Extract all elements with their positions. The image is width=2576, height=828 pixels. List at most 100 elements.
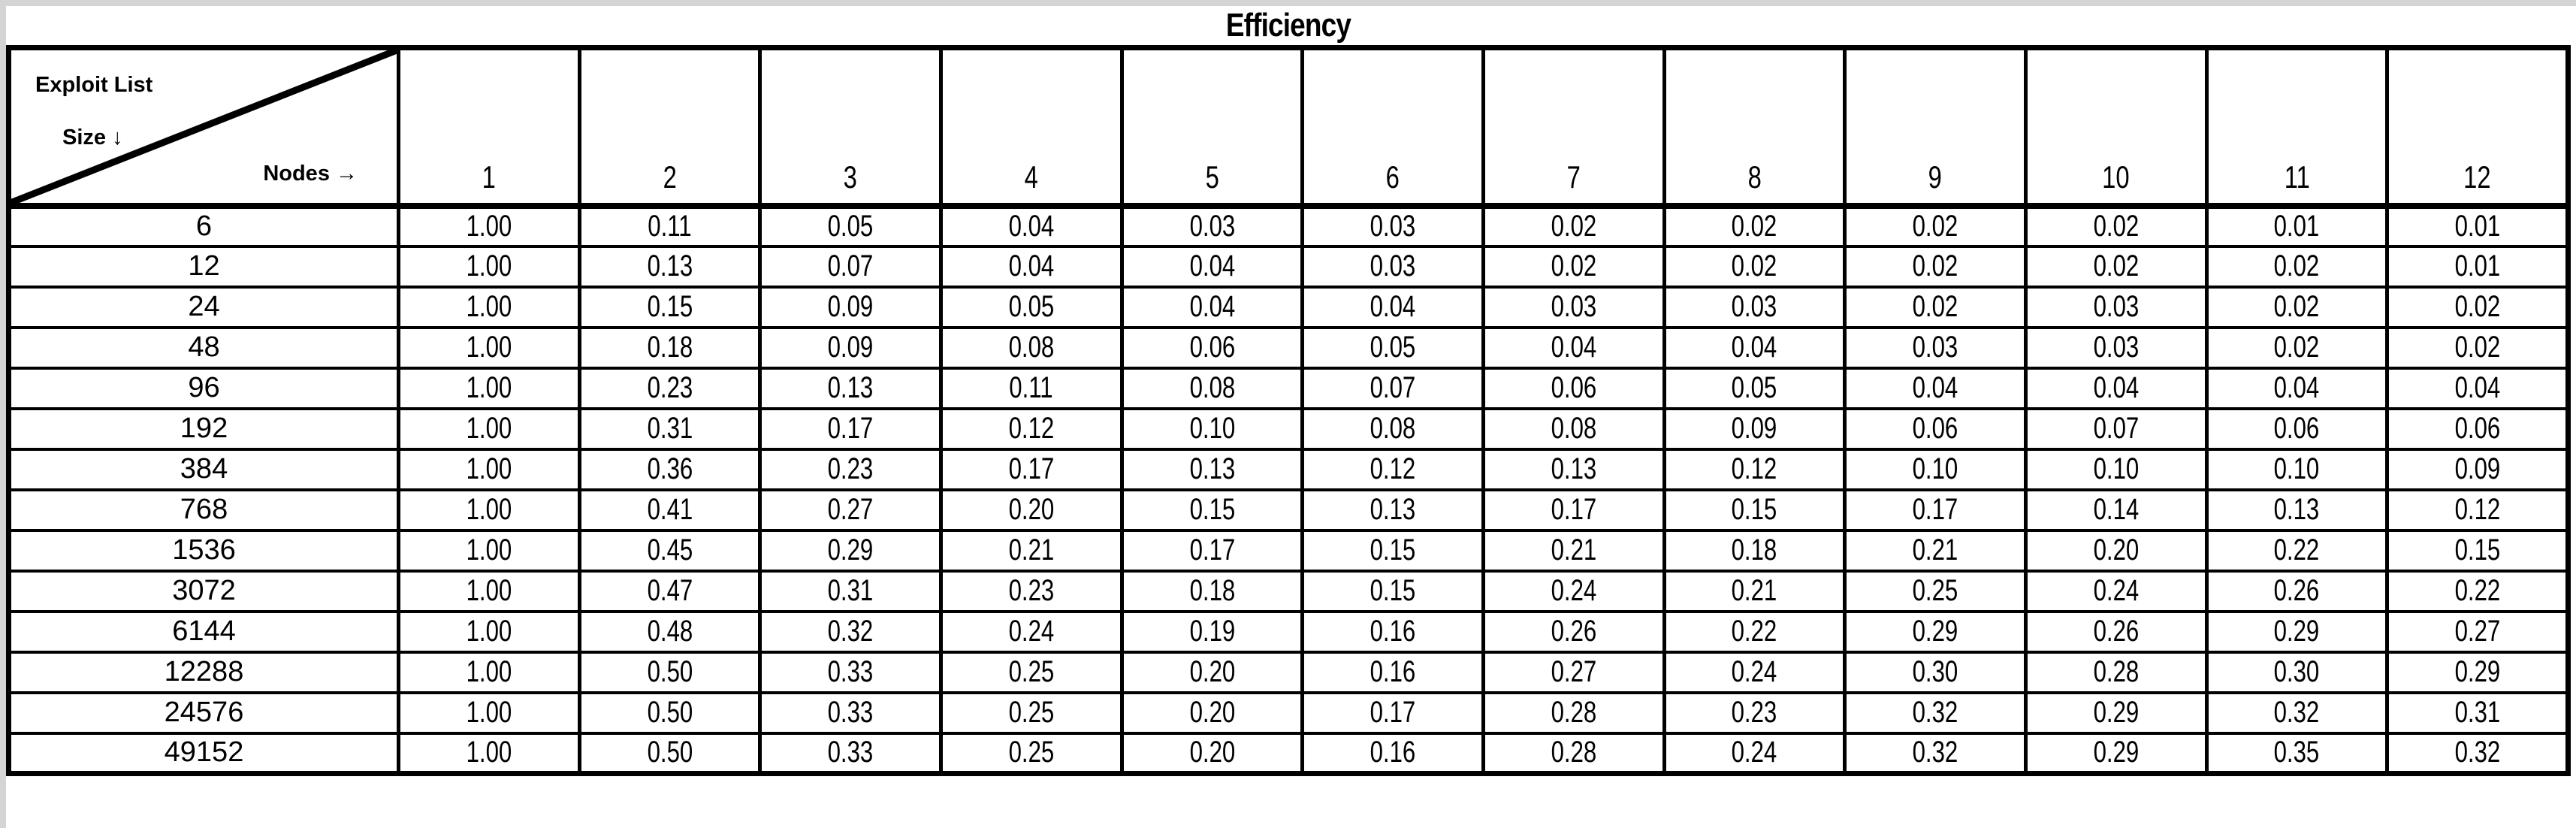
cell-size24-node10[interactable]: 0.03 bbox=[2023, 285, 2209, 329]
cell-size192-node5[interactable]: 0.10 bbox=[1119, 406, 1305, 451]
column-header-1[interactable]: 1 bbox=[397, 46, 581, 209]
cell-size1536-node11[interactable]: 0.22 bbox=[2204, 528, 2390, 573]
cell-size96-node9[interactable]: 0.04 bbox=[1843, 366, 2028, 410]
cell-size768-node4[interactable]: 0.20 bbox=[938, 488, 1124, 532]
row-header-768[interactable]: 768 bbox=[7, 488, 400, 532]
cell-size768-node6[interactable]: 0.13 bbox=[1300, 488, 1485, 532]
row-header-192[interactable]: 192 bbox=[7, 406, 400, 451]
cell-size768-node9[interactable]: 0.17 bbox=[1843, 488, 2028, 532]
cell-size384-node11[interactable]: 0.10 bbox=[2204, 447, 2390, 491]
cell-size3072-node1[interactable]: 1.00 bbox=[397, 569, 581, 613]
cell-size384-node8[interactable]: 0.12 bbox=[1662, 447, 1847, 491]
corner-header-cell[interactable]: Exploit List Size ↓ Nodes → bbox=[7, 46, 400, 209]
row-header-12288[interactable]: 12288 bbox=[7, 650, 400, 694]
cell-size1536-node12[interactable]: 0.15 bbox=[2385, 528, 2570, 573]
cell-size24576-node4[interactable]: 0.25 bbox=[938, 691, 1124, 735]
cell-size6144-node5[interactable]: 0.19 bbox=[1119, 609, 1305, 654]
cell-size12-node4[interactable]: 0.04 bbox=[938, 244, 1124, 289]
cell-size192-node9[interactable]: 0.06 bbox=[1843, 406, 2028, 451]
cell-size12288-node4[interactable]: 0.25 bbox=[938, 650, 1124, 694]
cell-size6-node1[interactable]: 1.00 bbox=[397, 204, 581, 248]
column-header-3[interactable]: 3 bbox=[758, 46, 943, 209]
column-header-8[interactable]: 8 bbox=[1662, 46, 1847, 209]
column-header-10[interactable]: 10 bbox=[2023, 46, 2209, 209]
column-header-12[interactable]: 12 bbox=[2385, 46, 2570, 209]
cell-size3072-node10[interactable]: 0.24 bbox=[2023, 569, 2209, 613]
cell-size192-node6[interactable]: 0.08 bbox=[1300, 406, 1485, 451]
cell-size96-node12[interactable]: 0.04 bbox=[2385, 366, 2570, 410]
cell-size24-node8[interactable]: 0.03 bbox=[1662, 285, 1847, 329]
cell-size6144-node12[interactable]: 0.27 bbox=[2385, 609, 2570, 654]
cell-size12288-node6[interactable]: 0.16 bbox=[1300, 650, 1485, 694]
row-header-6[interactable]: 6 bbox=[7, 204, 400, 248]
cell-size768-node5[interactable]: 0.15 bbox=[1119, 488, 1305, 532]
cell-size192-node7[interactable]: 0.08 bbox=[1481, 406, 1666, 451]
cell-size3072-node11[interactable]: 0.26 bbox=[2204, 569, 2390, 613]
cell-size24-node9[interactable]: 0.02 bbox=[1843, 285, 2028, 329]
cell-size96-node5[interactable]: 0.08 bbox=[1119, 366, 1305, 410]
cell-size6-node4[interactable]: 0.04 bbox=[938, 204, 1124, 248]
cell-size48-node4[interactable]: 0.08 bbox=[938, 325, 1124, 370]
cell-size1536-node9[interactable]: 0.21 bbox=[1843, 528, 2028, 573]
cell-size3072-node2[interactable]: 0.47 bbox=[577, 569, 763, 613]
cell-size6144-node8[interactable]: 0.22 bbox=[1662, 609, 1847, 654]
cell-size48-node2[interactable]: 0.18 bbox=[577, 325, 763, 370]
cell-size12-node2[interactable]: 0.13 bbox=[577, 244, 763, 289]
cell-size6-node6[interactable]: 0.03 bbox=[1300, 204, 1485, 248]
cell-size49152-node6[interactable]: 0.16 bbox=[1300, 731, 1485, 775]
column-header-11[interactable]: 11 bbox=[2204, 46, 2390, 209]
cell-size768-node7[interactable]: 0.17 bbox=[1481, 488, 1666, 532]
cell-size384-node2[interactable]: 0.36 bbox=[577, 447, 763, 491]
cell-size3072-node9[interactable]: 0.25 bbox=[1843, 569, 2028, 613]
cell-size6-node12[interactable]: 0.01 bbox=[2385, 204, 2570, 248]
cell-size12288-node9[interactable]: 0.30 bbox=[1843, 650, 2028, 694]
cell-size96-node10[interactable]: 0.04 bbox=[2023, 366, 2209, 410]
cell-size384-node1[interactable]: 1.00 bbox=[397, 447, 581, 491]
cell-size384-node5[interactable]: 0.13 bbox=[1119, 447, 1305, 491]
cell-size48-node12[interactable]: 0.02 bbox=[2385, 325, 2570, 370]
cell-size24576-node3[interactable]: 0.33 bbox=[758, 691, 943, 735]
row-header-24576[interactable]: 24576 bbox=[7, 691, 400, 735]
cell-size24576-node9[interactable]: 0.32 bbox=[1843, 691, 2028, 735]
cell-size96-node8[interactable]: 0.05 bbox=[1662, 366, 1847, 410]
cell-size49152-node12[interactable]: 0.32 bbox=[2385, 731, 2570, 775]
cell-size768-node1[interactable]: 1.00 bbox=[397, 488, 581, 532]
cell-size6-node10[interactable]: 0.02 bbox=[2023, 204, 2209, 248]
cell-size24576-node7[interactable]: 0.28 bbox=[1481, 691, 1666, 735]
cell-size12-node10[interactable]: 0.02 bbox=[2023, 244, 2209, 289]
cell-size12-node11[interactable]: 0.02 bbox=[2204, 244, 2390, 289]
column-header-5[interactable]: 5 bbox=[1119, 46, 1305, 209]
cell-size192-node12[interactable]: 0.06 bbox=[2385, 406, 2570, 451]
cell-size49152-node4[interactable]: 0.25 bbox=[938, 731, 1124, 775]
cell-size12288-node7[interactable]: 0.27 bbox=[1481, 650, 1666, 694]
cell-size6144-node9[interactable]: 0.29 bbox=[1843, 609, 2028, 654]
cell-size96-node6[interactable]: 0.07 bbox=[1300, 366, 1485, 410]
cell-size24576-node2[interactable]: 0.50 bbox=[577, 691, 763, 735]
row-header-3072[interactable]: 3072 bbox=[7, 569, 400, 613]
cell-size24-node1[interactable]: 1.00 bbox=[397, 285, 581, 329]
cell-size1536-node10[interactable]: 0.20 bbox=[2023, 528, 2209, 573]
cell-size12288-node3[interactable]: 0.33 bbox=[758, 650, 943, 694]
cell-size96-node11[interactable]: 0.04 bbox=[2204, 366, 2390, 410]
cell-size768-node12[interactable]: 0.12 bbox=[2385, 488, 2570, 532]
cell-size384-node4[interactable]: 0.17 bbox=[938, 447, 1124, 491]
cell-size24-node5[interactable]: 0.04 bbox=[1119, 285, 1305, 329]
cell-size96-node1[interactable]: 1.00 bbox=[397, 366, 581, 410]
row-header-24[interactable]: 24 bbox=[7, 285, 400, 329]
cell-size49152-node3[interactable]: 0.33 bbox=[758, 731, 943, 775]
cell-size48-node3[interactable]: 0.09 bbox=[758, 325, 943, 370]
cell-size24576-node1[interactable]: 1.00 bbox=[397, 691, 581, 735]
cell-size49152-node11[interactable]: 0.35 bbox=[2204, 731, 2390, 775]
cell-size24576-node12[interactable]: 0.31 bbox=[2385, 691, 2570, 735]
cell-size6144-node4[interactable]: 0.24 bbox=[938, 609, 1124, 654]
cell-size12288-node2[interactable]: 0.50 bbox=[577, 650, 763, 694]
cell-size24-node4[interactable]: 0.05 bbox=[938, 285, 1124, 329]
cell-size384-node9[interactable]: 0.10 bbox=[1843, 447, 2028, 491]
cell-size96-node4[interactable]: 0.11 bbox=[938, 366, 1124, 410]
cell-size6-node8[interactable]: 0.02 bbox=[1662, 204, 1847, 248]
row-header-1536[interactable]: 1536 bbox=[7, 528, 400, 573]
cell-size6-node11[interactable]: 0.01 bbox=[2204, 204, 2390, 248]
cell-size192-node2[interactable]: 0.31 bbox=[577, 406, 763, 451]
cell-size6144-node2[interactable]: 0.48 bbox=[577, 609, 763, 654]
cell-size24576-node11[interactable]: 0.32 bbox=[2204, 691, 2390, 735]
